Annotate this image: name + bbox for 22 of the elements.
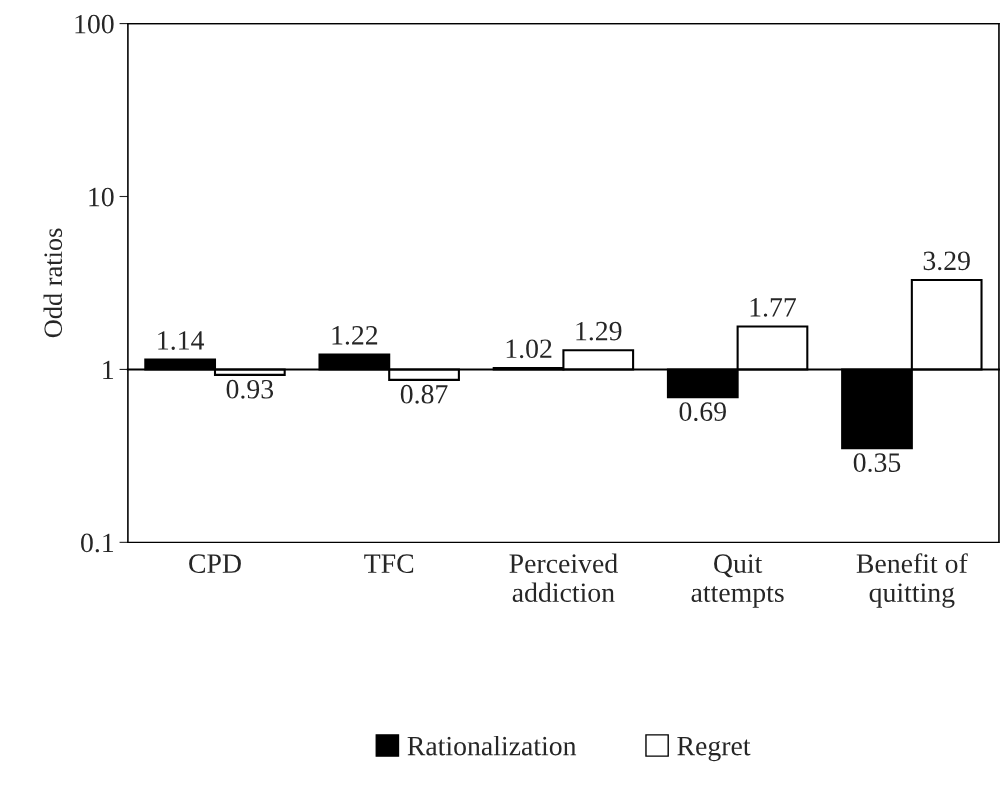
data-label: 0.93 [226,379,274,399]
legend-label: Regret [677,736,751,762]
x-tick-label: CPD [189,554,241,573]
x-tick-label: Quit attempts [691,554,784,608]
x-tick-label: TFC [364,554,414,573]
y-axis-title: Odd ratios [43,228,63,338]
data-label: 1.14 [158,331,205,350]
x-tick-label: Benefit of quitting [856,553,968,608]
legend-label: Rationalization [407,735,577,756]
y-tick-label: 0.1 [81,533,114,553]
y-tick-label: 10 [89,187,114,207]
x-tick-label: Perceived addiction [509,553,618,603]
data-label: 0.87 [400,384,448,404]
data-label: 1.77 [750,298,796,317]
data-label: 0.35 [853,453,901,473]
data-label: 1.29 [576,321,622,341]
y-tick-label: 1 [103,360,114,380]
data-label: 0.69 [679,402,726,422]
data-label: 1.22 [332,326,378,345]
y-tick-label: 100 [75,14,114,34]
data-label: 3.29 [923,251,970,271]
data-label: 1.02 [506,339,552,359]
